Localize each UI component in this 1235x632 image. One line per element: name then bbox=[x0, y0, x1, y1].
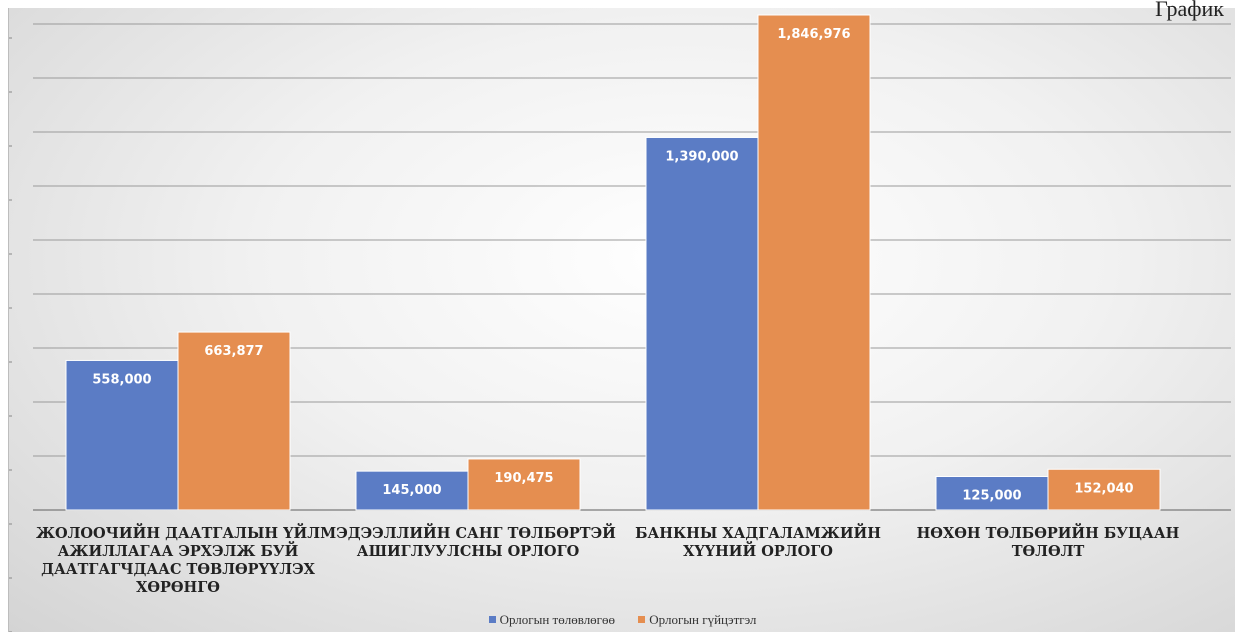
category-label: АЖИЛЛАГАА ЭРХЭЛЖ БУЙ bbox=[58, 541, 299, 560]
data-label: 145,000 bbox=[382, 483, 441, 498]
legend-item-actual: Орлогын гүйцэтгэл bbox=[638, 612, 756, 628]
category-label: МЭДЭЭЛЛИЙН САНГ ТӨЛБӨРТЭЙ bbox=[320, 523, 616, 542]
legend-swatch-planned bbox=[488, 616, 496, 623]
bar-planned bbox=[645, 136, 759, 511]
category-label: ХҮҮНИЙ ОРЛОГО bbox=[683, 541, 833, 560]
bar-planned bbox=[65, 359, 179, 511]
category-label: ТӨЛӨЛТ bbox=[1012, 543, 1085, 560]
data-label: 190,475 bbox=[494, 471, 553, 486]
bar-actual bbox=[177, 331, 291, 511]
bar-actual bbox=[467, 458, 581, 511]
data-label: 663,877 bbox=[204, 344, 263, 359]
bar-actual bbox=[1047, 468, 1161, 511]
category-label: АШИГЛУУЛСНЫ ОРЛОГО bbox=[357, 543, 580, 560]
data-label: 1,846,976 bbox=[777, 27, 850, 42]
category-label: ДААТГАГЧДААС ТӨВЛӨРҮҮЛЭХ bbox=[41, 561, 316, 578]
legend: Орлогын төлөвлөгөө Орлогын гүйцэтгэл bbox=[9, 612, 1235, 628]
bar-planned bbox=[935, 475, 1049, 511]
chart-area: График 558,000 663,877 ЖОЛООЧИЙН ДААТГАЛЫН… bbox=[8, 0, 1235, 632]
data-label: 1,390,000 bbox=[665, 149, 738, 164]
data-label: 125,000 bbox=[962, 488, 1021, 503]
data-label: 558,000 bbox=[92, 372, 151, 387]
bar-actual bbox=[757, 14, 871, 511]
data-label: 152,040 bbox=[1074, 481, 1133, 496]
page-label: График bbox=[1155, 0, 1224, 21]
category-label: ХӨРӨНГӨ bbox=[136, 579, 220, 596]
legend-swatch-actual bbox=[638, 616, 646, 623]
category-label: БАНКНЫ ХАДГАЛАМЖИЙН bbox=[635, 523, 881, 542]
legend-label-actual: Орлогын гүйцэтгэл bbox=[649, 612, 757, 627]
category-label: ЖОЛООЧИЙН ДААТГАЛЫН ҮЙЛ bbox=[36, 523, 320, 542]
legend-item-planned: Орлогын төлөвлөгөө bbox=[488, 612, 616, 628]
legend-label-planned: Орлогын төлөвлөгөө bbox=[499, 612, 616, 627]
category-label: НӨХӨН ТӨЛБӨРИЙН БУЦААН bbox=[917, 523, 1180, 542]
bar-chart: 558,000 663,877 ЖОЛООЧИЙН ДААТГАЛЫН ҮЙЛАЖИ… bbox=[9, 14, 1231, 632]
